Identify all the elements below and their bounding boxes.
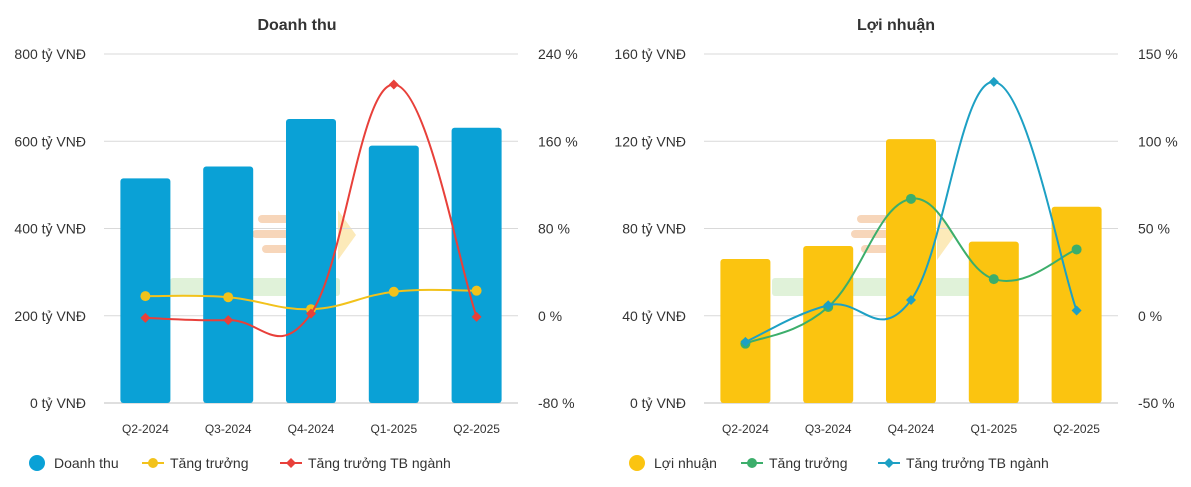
bar[interactable] (451, 127, 502, 403)
right-tick-label: 100 % (1138, 133, 1178, 149)
right-tick-label: 80 % (538, 221, 570, 237)
left-tick-label: 80 tỷ VNĐ (622, 221, 686, 237)
left-tick-label: 120 tỷ VNĐ (614, 133, 686, 149)
right-tick-label: 0 % (538, 308, 562, 324)
legend-item[interactable]: Tăng trưởng TB ngành (280, 455, 451, 471)
bar[interactable] (886, 139, 936, 403)
data-point[interactable] (388, 286, 399, 297)
data-point[interactable] (823, 300, 834, 311)
legend: Lợi nhuận Tăng trưởng Tăng trưởng TB ngành (629, 455, 1049, 471)
category-label: Q2-2024 (122, 422, 169, 436)
data-point[interactable] (906, 295, 916, 306)
data-point[interactable] (1071, 244, 1082, 255)
right-axis-ticks: -50 % 0 % 50 % 100 % 150 % (1138, 46, 1178, 411)
data-point[interactable] (388, 79, 399, 90)
line-series (740, 76, 1082, 349)
category-label: Q1-2025 (970, 422, 1017, 436)
line-series (140, 79, 482, 338)
category-label: Q4-2024 (288, 422, 335, 436)
legend-label: Tăng trưởng TB ngành (308, 455, 451, 471)
legend: Doanh thu Tăng trưởng Tăng trưởng TB ngành (29, 455, 451, 471)
legend-label: Lợi nhuận (654, 455, 717, 471)
left-axis-ticks: 0 tỷ VNĐ 200 tỷ VNĐ 400 tỷ VNĐ 600 tỷ VNĐ 80… (14, 46, 86, 411)
category-label: Q3-2024 (805, 422, 852, 436)
category-label: Q2-2025 (1053, 422, 1100, 436)
legend-item[interactable]: Tăng trưởng (741, 455, 847, 471)
bar[interactable] (803, 245, 854, 403)
legend-item[interactable]: Doanh thu (29, 455, 119, 471)
legend-marker (747, 458, 757, 468)
bar[interactable] (286, 119, 336, 403)
bar[interactable] (203, 166, 254, 403)
bar[interactable] (1051, 206, 1102, 403)
data-point[interactable] (740, 336, 751, 347)
data-point[interactable] (988, 76, 999, 87)
data-point[interactable] (471, 311, 482, 322)
data-point[interactable] (140, 312, 151, 323)
legend-marker (884, 458, 894, 468)
legend-swatch (629, 455, 645, 471)
legend-swatch (29, 455, 45, 471)
data-point[interactable] (988, 274, 999, 285)
category-label: Q1-2025 (370, 422, 417, 436)
right-tick-label: -80 % (538, 395, 575, 411)
left-tick-label: 200 tỷ VNĐ (14, 308, 86, 324)
chart-loi-nhuan: Lợi nhuận 0 tỷ VNĐ 40 tỷ VNĐ 80 tỷ VNĐ 120 … (614, 17, 1178, 471)
legend-marker (286, 458, 296, 468)
left-axis-ticks: 0 tỷ VNĐ 40 tỷ VNĐ 80 tỷ VNĐ 120 tỷ VNĐ 160 … (614, 46, 686, 411)
legend-item[interactable]: Tăng trưởng (142, 455, 248, 471)
left-tick-label: 160 tỷ VNĐ (614, 46, 686, 62)
left-tick-label: 600 tỷ VNĐ (14, 133, 86, 149)
data-point[interactable] (471, 285, 482, 296)
legend-item[interactable]: Tăng trưởng TB ngành (878, 455, 1049, 471)
left-tick-label: 0 tỷ VNĐ (630, 395, 686, 411)
chart-title: Lợi nhuận (857, 17, 935, 34)
data-point[interactable] (223, 292, 234, 303)
legend-label: Tăng trưởng TB ngành (906, 455, 1049, 471)
data-point[interactable] (140, 291, 151, 302)
legend-marker (148, 458, 158, 468)
data-point[interactable] (306, 308, 316, 319)
bar[interactable] (368, 145, 419, 404)
legend-item[interactable]: Lợi nhuận (629, 455, 717, 471)
bar-series (720, 139, 1102, 403)
right-tick-label: 160 % (538, 133, 578, 149)
right-tick-label: -50 % (1138, 395, 1175, 411)
category-labels: Q2-2024 Q3-2024 Q4-2024 Q1-2025 Q2-2025 (122, 422, 500, 436)
category-label: Q4-2024 (888, 422, 935, 436)
bar[interactable] (120, 178, 171, 403)
left-tick-label: 40 tỷ VNĐ (622, 308, 686, 324)
chart-title: Doanh thu (257, 17, 336, 34)
right-tick-label: 240 % (538, 46, 578, 62)
legend-label: Tăng trưởng (170, 455, 248, 471)
right-tick-label: 50 % (1138, 221, 1170, 237)
data-point[interactable] (906, 193, 916, 204)
bar[interactable] (720, 259, 771, 403)
left-tick-label: 800 tỷ VNĐ (14, 46, 86, 62)
data-point[interactable] (223, 315, 234, 326)
chart-doanh-thu: Doanh thu 0 tỷ VNĐ 200 tỷ VNĐ 400 tỷ VNĐ 60… (14, 17, 578, 471)
data-point[interactable] (1071, 305, 1082, 316)
right-axis-ticks: -80 % 0 % 80 % 160 % 240 % (538, 46, 578, 411)
right-tick-label: 150 % (1138, 46, 1178, 62)
bar-series (120, 119, 502, 404)
category-label: Q3-2024 (205, 422, 252, 436)
legend-label: Doanh thu (54, 455, 119, 471)
category-label: Q2-2024 (722, 422, 769, 436)
right-tick-label: 0 % (1138, 308, 1162, 324)
category-labels: Q2-2024 Q3-2024 Q4-2024 Q1-2025 Q2-2025 (722, 422, 1100, 436)
legend-label: Tăng trưởng (769, 455, 847, 471)
left-tick-label: 0 tỷ VNĐ (30, 395, 86, 411)
left-tick-label: 400 tỷ VNĐ (14, 221, 86, 237)
category-label: Q2-2025 (453, 422, 500, 436)
